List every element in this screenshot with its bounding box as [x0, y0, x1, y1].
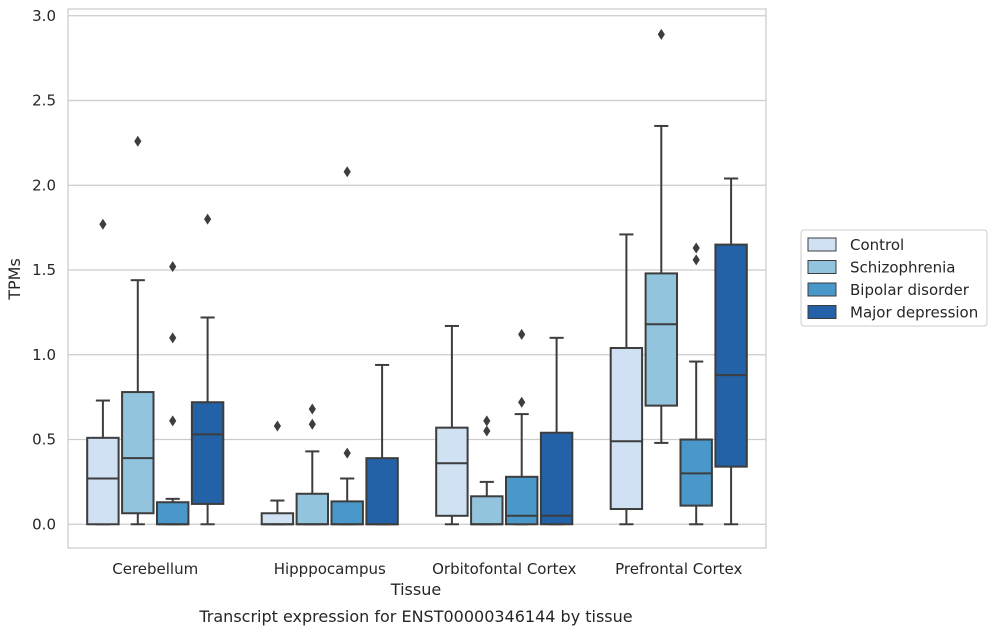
box-iqr [330, 500, 364, 526]
legend-label: Major depression [850, 304, 978, 322]
grid-lines [68, 15, 766, 525]
legend-label: Schizophrenia [850, 259, 955, 277]
x-tick-label: Orbitofontal Cortex [432, 560, 576, 578]
box-major-depression [539, 336, 574, 526]
y-tick-label: 1.0 [32, 346, 56, 364]
outlier-point [273, 420, 281, 432]
plot-frame [67, 8, 767, 549]
x-tick-label: Prefrontal Cortex [615, 560, 742, 578]
legend-swatch [807, 237, 837, 252]
outlier-point [518, 328, 526, 340]
y-axis-label: TPMs [5, 258, 24, 301]
outlier-point [308, 418, 316, 430]
box-schizophrenia [644, 28, 679, 444]
outlier-point [204, 213, 212, 225]
y-tick-label: 3.0 [32, 7, 56, 25]
y-tick-label: 0.0 [32, 515, 56, 533]
outlier-point [657, 28, 665, 40]
outlier-point [134, 135, 142, 147]
outlier-point [343, 447, 351, 459]
box-schizophrenia [121, 135, 155, 526]
box-schizophrenia [295, 403, 330, 526]
box-control [86, 218, 120, 526]
x-axis-label: Tissue [390, 580, 441, 599]
box-iqr [155, 501, 190, 526]
outlier-point [518, 396, 526, 408]
box-bipolar-disorder [679, 242, 713, 526]
legend-label: Bipolar disorder [850, 281, 970, 299]
outlier-point [169, 332, 177, 344]
box-major-depression [365, 363, 399, 526]
box-bipolar-disorder [330, 166, 364, 526]
box-control [435, 324, 469, 526]
box-bipolar-disorder [504, 328, 539, 526]
y-tick-label: 0.5 [32, 431, 56, 449]
box-bipolar-disorder [155, 261, 190, 526]
y-tick-label: 2.5 [32, 92, 56, 110]
y-axis-ticks: 0.0 0.5 1.0 1.5 2.0 2.5 3.0 [32, 7, 56, 533]
x-axis-ticks: Cerebellum Hipppocampus Orbitofontal Corte… [112, 560, 742, 578]
legend: Control Schizophrenia Bipolar disorder Majo… [800, 229, 988, 327]
outlier-point [483, 425, 491, 437]
outlier-point [483, 415, 491, 427]
box-iqr [260, 512, 295, 526]
legend-swatch [807, 260, 837, 274]
x-tick-label: Cerebellum [112, 560, 198, 578]
box-iqr [86, 436, 120, 526]
box-iqr [435, 426, 469, 517]
box-iqr [121, 391, 155, 515]
box-iqr [714, 243, 748, 468]
box-iqr [365, 457, 399, 526]
box-control [260, 420, 295, 526]
outlier-point [308, 403, 316, 415]
legend-swatch [807, 305, 837, 319]
x-tick-label: Hipppocampus [274, 560, 386, 578]
box-major-depression [714, 177, 748, 526]
box-iqr [644, 272, 679, 407]
box-major-depression [190, 213, 225, 526]
box-iqr [504, 475, 539, 526]
legend-swatch [807, 282, 837, 297]
legend-frame [800, 229, 988, 327]
box-iqr [470, 495, 504, 526]
y-tick-label: 1.5 [32, 261, 56, 279]
legend-label: Control [850, 236, 904, 254]
chart-caption: Transcript expression for ENST0000034614… [198, 607, 632, 626]
y-tick-label: 2.0 [32, 176, 56, 194]
box-iqr [190, 401, 225, 505]
box-iqr [295, 492, 330, 526]
box-iqr [609, 346, 644, 511]
outlier-point [169, 415, 177, 427]
outlier-point [692, 254, 700, 266]
box-control [609, 233, 644, 526]
box-schizophrenia [470, 415, 504, 526]
box-iqr [539, 431, 574, 526]
outlier-point [343, 166, 351, 178]
boxes-layer [86, 28, 748, 526]
outlier-point [692, 242, 700, 254]
outlier-point [169, 261, 177, 273]
outlier-point [99, 218, 107, 230]
